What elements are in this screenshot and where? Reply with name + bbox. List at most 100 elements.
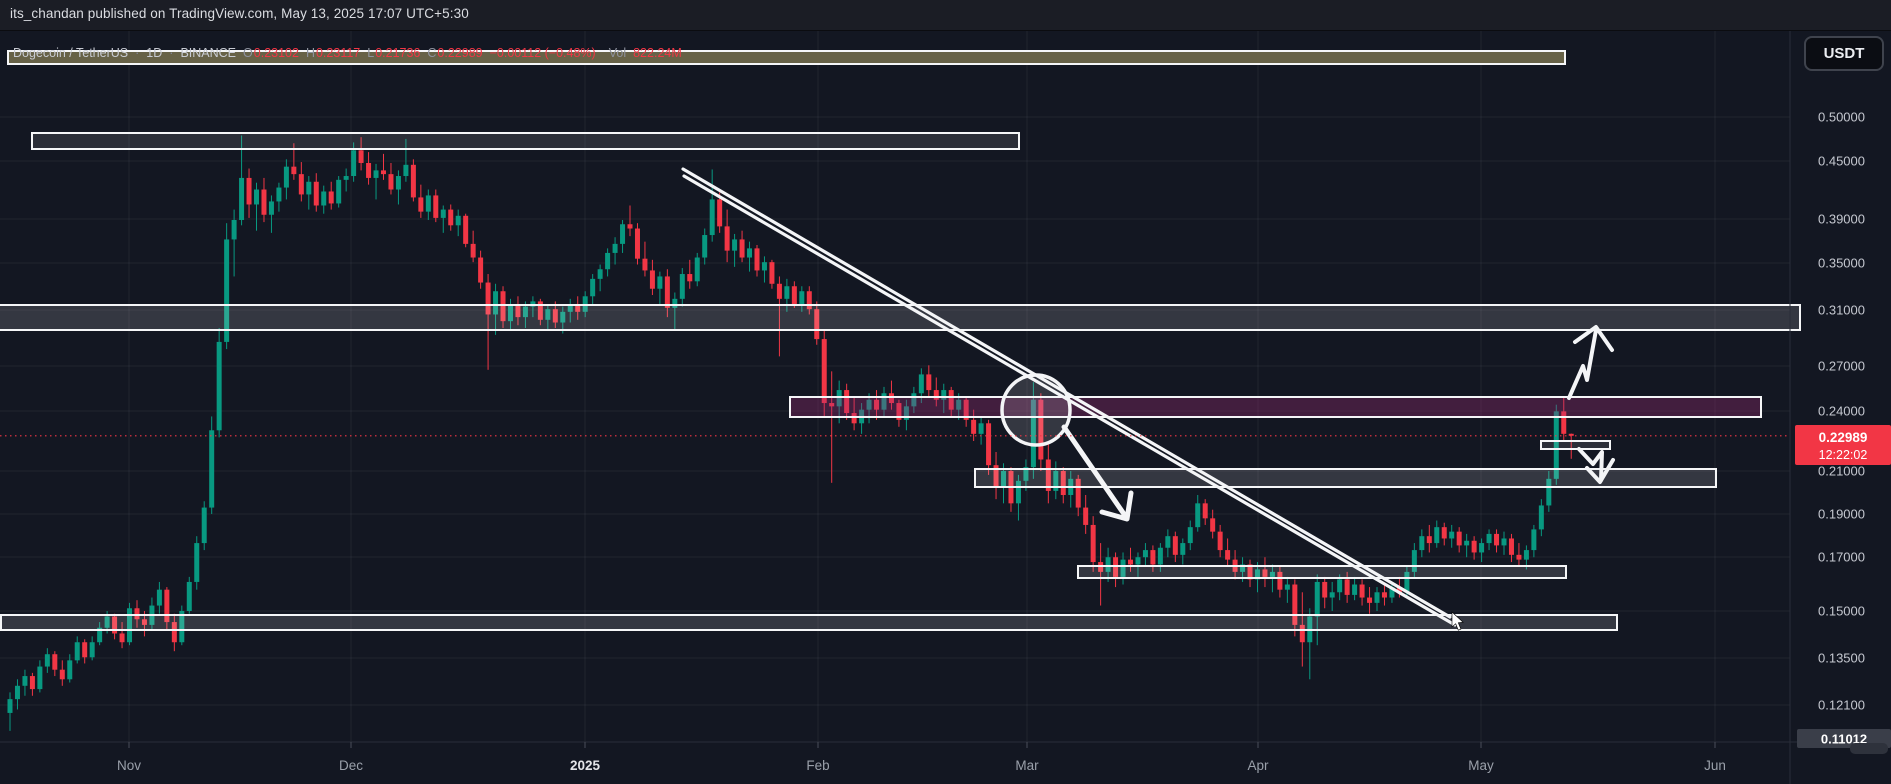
candle-body [1045, 459, 1051, 491]
candle-body [1411, 550, 1417, 572]
price-tick-label: 0.13500 [1818, 651, 1865, 666]
resistance-band-0.30-0.32[interactable] [0, 304, 1801, 331]
candle-body [1128, 559, 1133, 565]
candle-body [381, 170, 386, 175]
candle-body [545, 309, 551, 320]
candle-body [971, 419, 977, 434]
price-tick-label: 0.17000 [1818, 550, 1865, 565]
candle-body [642, 258, 648, 271]
candle-body [522, 306, 528, 318]
candle-body [1479, 543, 1485, 553]
candle-body [1187, 527, 1193, 544]
price-tick-label: 0.12100 [1818, 698, 1865, 713]
bullish-scenario-arrow[interactable] [1567, 325, 1614, 400]
candle-body [455, 215, 461, 226]
candle-body [1546, 478, 1552, 506]
currency-toggle-button[interactable]: USDT [1804, 36, 1884, 71]
month-label: Dec [339, 758, 363, 773]
support-zone-0.165[interactable] [1077, 565, 1567, 579]
candle-body [14, 685, 20, 700]
candle-body [97, 627, 103, 643]
breakdown-arrow-head [1099, 490, 1134, 522]
candle-body [395, 176, 401, 190]
symbol-title[interactable]: Dogecoin / TetherUS [13, 46, 129, 60]
candle-body [366, 162, 372, 178]
candle-body [799, 291, 805, 304]
candle-body [67, 660, 73, 680]
candle-body [888, 393, 894, 404]
candle-body [1389, 587, 1395, 598]
candle-body [231, 219, 237, 240]
candle-body [1202, 503, 1208, 519]
candle-body [649, 270, 655, 289]
candle-body [1367, 597, 1373, 603]
support-zone-0.21[interactable] [974, 468, 1717, 488]
candle-body [590, 278, 596, 297]
candle-body [1277, 571, 1283, 590]
bullish-scenario-arrow-shaft [1567, 328, 1598, 400]
axis-corner-chip[interactable] [1850, 743, 1888, 754]
candle-body [1464, 540, 1470, 546]
support-zone-0.145[interactable] [0, 614, 1618, 631]
candle-body [605, 252, 611, 270]
candle-body [1449, 531, 1455, 539]
candle-body [7, 699, 13, 713]
candle-body [224, 239, 230, 342]
candle-body [1374, 592, 1380, 603]
candle-body [1269, 571, 1275, 577]
bearish-scenario-arrow[interactable] [1577, 447, 1615, 484]
supply-zone-0.46-0.48[interactable] [31, 132, 1020, 150]
candle-body [127, 608, 133, 643]
candle-body [1157, 547, 1163, 565]
candle-body [1523, 550, 1529, 560]
separator-dot: · [135, 46, 140, 60]
month-label: Apr [1247, 758, 1269, 773]
candle-body [634, 228, 640, 259]
interval-label[interactable]: 1D [146, 46, 163, 60]
purple-supply-zone-0.24-0.25[interactable] [789, 396, 1762, 418]
candle-body [679, 274, 685, 299]
candle-body [769, 262, 775, 284]
last-price-value: 0.22989 [1819, 430, 1868, 445]
candle-body [552, 309, 558, 323]
candle-body [1284, 584, 1290, 590]
candle-body [896, 403, 902, 420]
candle-body [1434, 527, 1440, 544]
candle-body [1426, 536, 1432, 544]
price-axis[interactable]: 0.50000 0.45000 0.39000 0.35000 0.31000 0.270… [1818, 110, 1865, 713]
candle-body [948, 390, 954, 410]
breakout-circle[interactable] [1000, 373, 1072, 447]
candle-body [575, 303, 581, 312]
candle-body [918, 374, 924, 394]
ohlc-low: L 0.21736 [367, 46, 421, 60]
candle-body [1135, 557, 1141, 565]
candle-body [1150, 550, 1156, 565]
candle-body [1471, 540, 1477, 553]
candle-body [1195, 503, 1201, 528]
candle-body [388, 174, 394, 190]
candle-body [268, 201, 274, 215]
candle-body [246, 177, 252, 205]
symbol-info-bar[interactable]: Dogecoin / TetherUS · 1D · BINANCE O 0.23… [13, 46, 682, 60]
last-price-badge: 0.22989 12:22:02 [1795, 425, 1891, 465]
candle-body [478, 257, 484, 283]
candle-body [44, 654, 50, 667]
candle-body [537, 301, 543, 320]
candle-body [776, 283, 782, 299]
candle-body [1142, 550, 1148, 558]
volume-label: Vol [608, 46, 627, 60]
khaki-bar-zone[interactable] [7, 50, 1566, 65]
small-level-box-0.225[interactable] [1540, 440, 1611, 450]
candle-body [739, 239, 745, 258]
candle-body [874, 399, 880, 410]
time-axis[interactable]: Nov Dec 2025 Feb Mar Apr May Jun [117, 742, 1726, 773]
candle-body [1299, 624, 1305, 643]
candle-body [291, 166, 297, 175]
candle-body [82, 642, 88, 658]
candle-body [37, 666, 43, 690]
candle-body [926, 374, 932, 391]
candle-body [814, 309, 820, 340]
month-label: Feb [806, 758, 829, 773]
breakdown-arrow[interactable] [1061, 424, 1134, 522]
